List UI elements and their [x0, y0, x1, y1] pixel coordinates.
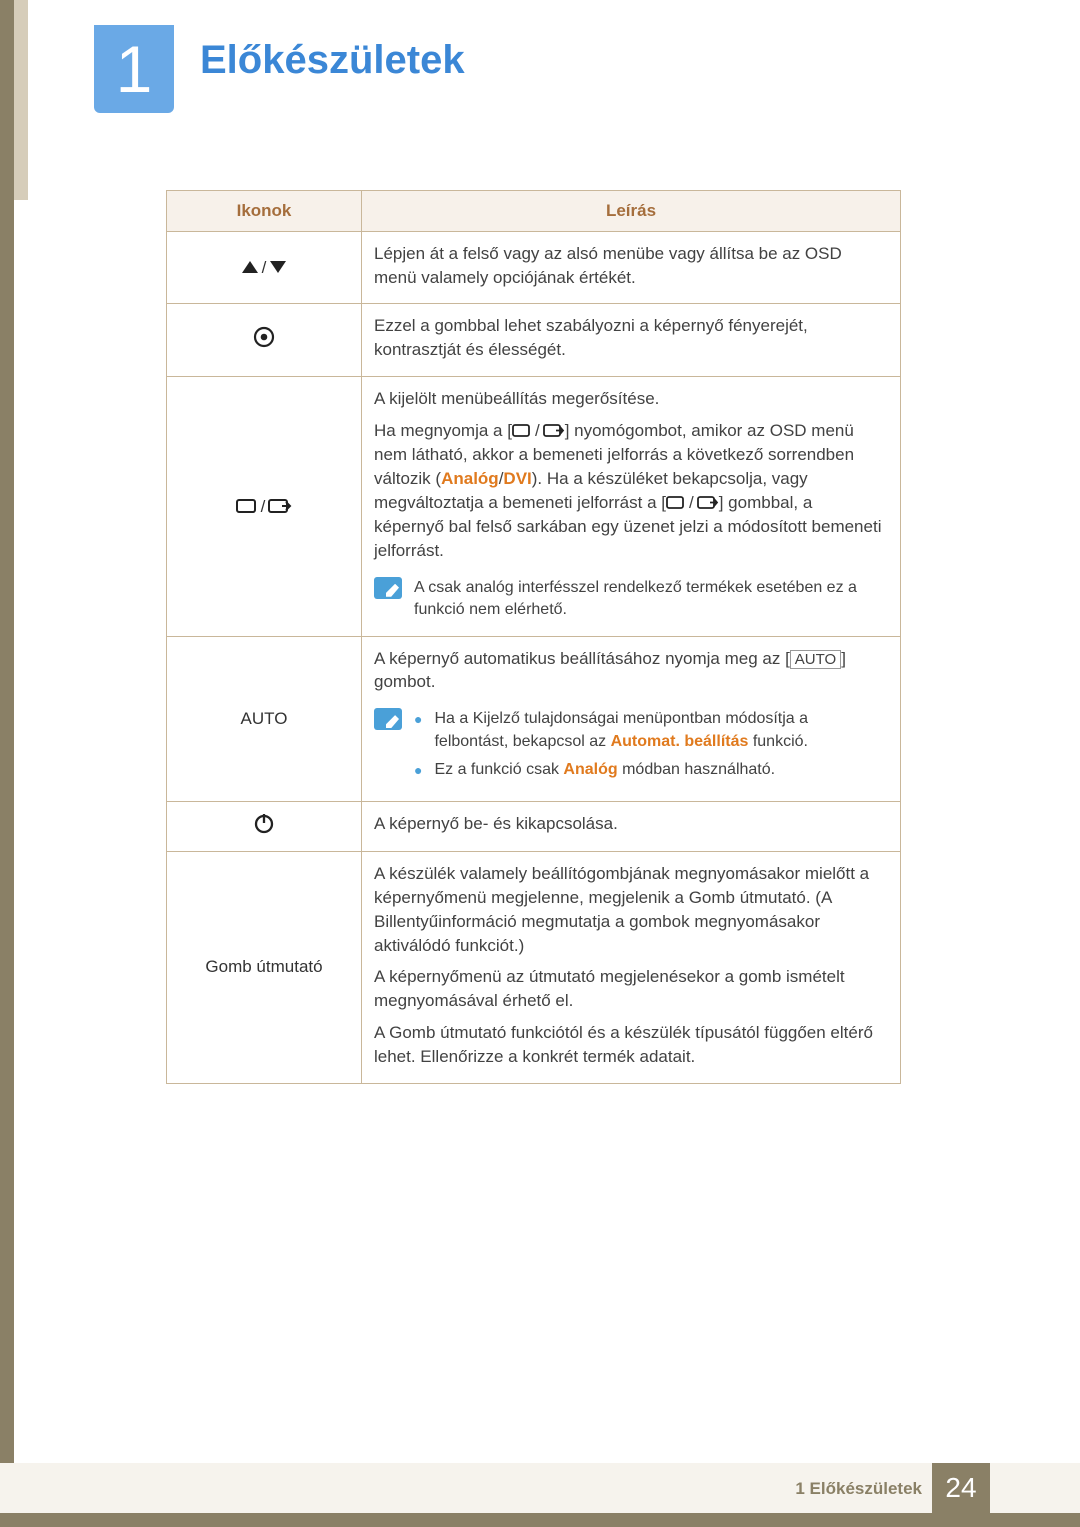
bullet-list: ● Ha a Kijelző tulajdonságai menüpontban…	[414, 708, 886, 787]
icons-desc-table: Ikonok Leírás / Lépjen át a felső vagy a…	[166, 190, 901, 1084]
chapter-number: 1	[116, 31, 153, 107]
desc-text: A kijelölt menübeállítás megerősítése.	[374, 387, 886, 411]
icon-cell-power	[167, 802, 362, 852]
icon-cell-source: /	[167, 376, 362, 636]
desc-text: Lépjen át a felső vagy az alsó menübe va…	[374, 244, 842, 287]
bullet-item: ● Ez a funkció csak Analóg módban haszná…	[414, 759, 886, 781]
guide-label: Gomb útmutató	[205, 957, 322, 976]
icon-cell-guide: Gomb útmutató	[167, 852, 362, 1083]
page-number: 24	[932, 1463, 990, 1513]
bullet-dot-icon: ●	[414, 759, 422, 781]
note-block: ● Ha a Kijelző tulajdonságai menüpontban…	[374, 708, 886, 787]
desc-text: A képernyő be- és kikapcsolása.	[374, 814, 618, 833]
desc-text: A képernyőmenü az útmutató megjelenéseko…	[374, 965, 886, 1013]
bottom-rail	[0, 1513, 1080, 1527]
table-row: Gomb útmutató A készülék valamely beállí…	[167, 852, 901, 1083]
auto-label: AUTO	[241, 709, 288, 728]
note-icon	[374, 708, 402, 730]
desc-paragraph: A képernyő automatikus beállításához nyo…	[374, 647, 886, 695]
left-rail-light	[14, 0, 28, 200]
desc-cell: A készülék valamely beállítógombjának me…	[362, 852, 901, 1083]
content-area: Ikonok Leírás / Lépjen át a felső vagy a…	[166, 190, 901, 1084]
table-row: / A kijelölt menübeállítás megerősítése.…	[167, 376, 901, 636]
target-icon	[253, 333, 275, 352]
desc-cell: A képernyő automatikus beállításához nyo…	[362, 636, 901, 802]
desc-text: A Gomb útmutató funkciótól és a készülék…	[374, 1021, 886, 1069]
icon-cell-updown: /	[167, 231, 362, 304]
table-row: Ezzel a gombbal lehet szabályozni a képe…	[167, 304, 901, 377]
footer-label: 1 Előkészületek	[795, 1479, 922, 1499]
table-row: A képernyő be- és kikapcsolása.	[167, 802, 901, 852]
note-icon	[374, 577, 402, 599]
icon-cell-target	[167, 304, 362, 377]
table-header-row: Ikonok Leírás	[167, 191, 901, 232]
source-enter-icon: /	[666, 491, 719, 515]
source-enter-icon: /	[512, 419, 565, 443]
up-down-arrow-icon: /	[241, 256, 288, 280]
header-icons: Ikonok	[167, 191, 362, 232]
note-text: A csak analóg interfésszel rendelkező te…	[414, 577, 886, 622]
note-block: A csak analóg interfésszel rendelkező te…	[374, 577, 886, 622]
left-rail	[0, 0, 14, 1527]
table-row: AUTO A képernyő automatikus beállításáho…	[167, 636, 901, 802]
chapter-number-badge: 1	[94, 25, 174, 113]
chapter-title: Előkészületek	[200, 38, 465, 83]
desc-text: Ezzel a gombbal lehet szabályozni a képe…	[374, 316, 808, 359]
desc-cell: A képernyő be- és kikapcsolása.	[362, 802, 901, 852]
bullet-dot-icon: ●	[414, 708, 422, 753]
table-row: / Lépjen át a felső vagy az alsó menübe …	[167, 231, 901, 304]
desc-cell: A kijelölt menübeállítás megerősítése. H…	[362, 376, 901, 636]
power-icon	[253, 819, 275, 838]
desc-cell: Lépjen át a felső vagy az alsó menübe va…	[362, 231, 901, 304]
icon-cell-auto: AUTO	[167, 636, 362, 802]
bullet-item: ● Ha a Kijelző tulajdonságai menüpontban…	[414, 708, 886, 753]
desc-text: A készülék valamely beállítógombjának me…	[374, 862, 886, 957]
header-desc: Leírás	[362, 191, 901, 232]
desc-paragraph: Ha megnyomja a [/] nyomógombot, amikor a…	[374, 419, 886, 563]
source-enter-icon: /	[236, 495, 293, 519]
desc-cell: Ezzel a gombbal lehet szabályozni a képe…	[362, 304, 901, 377]
